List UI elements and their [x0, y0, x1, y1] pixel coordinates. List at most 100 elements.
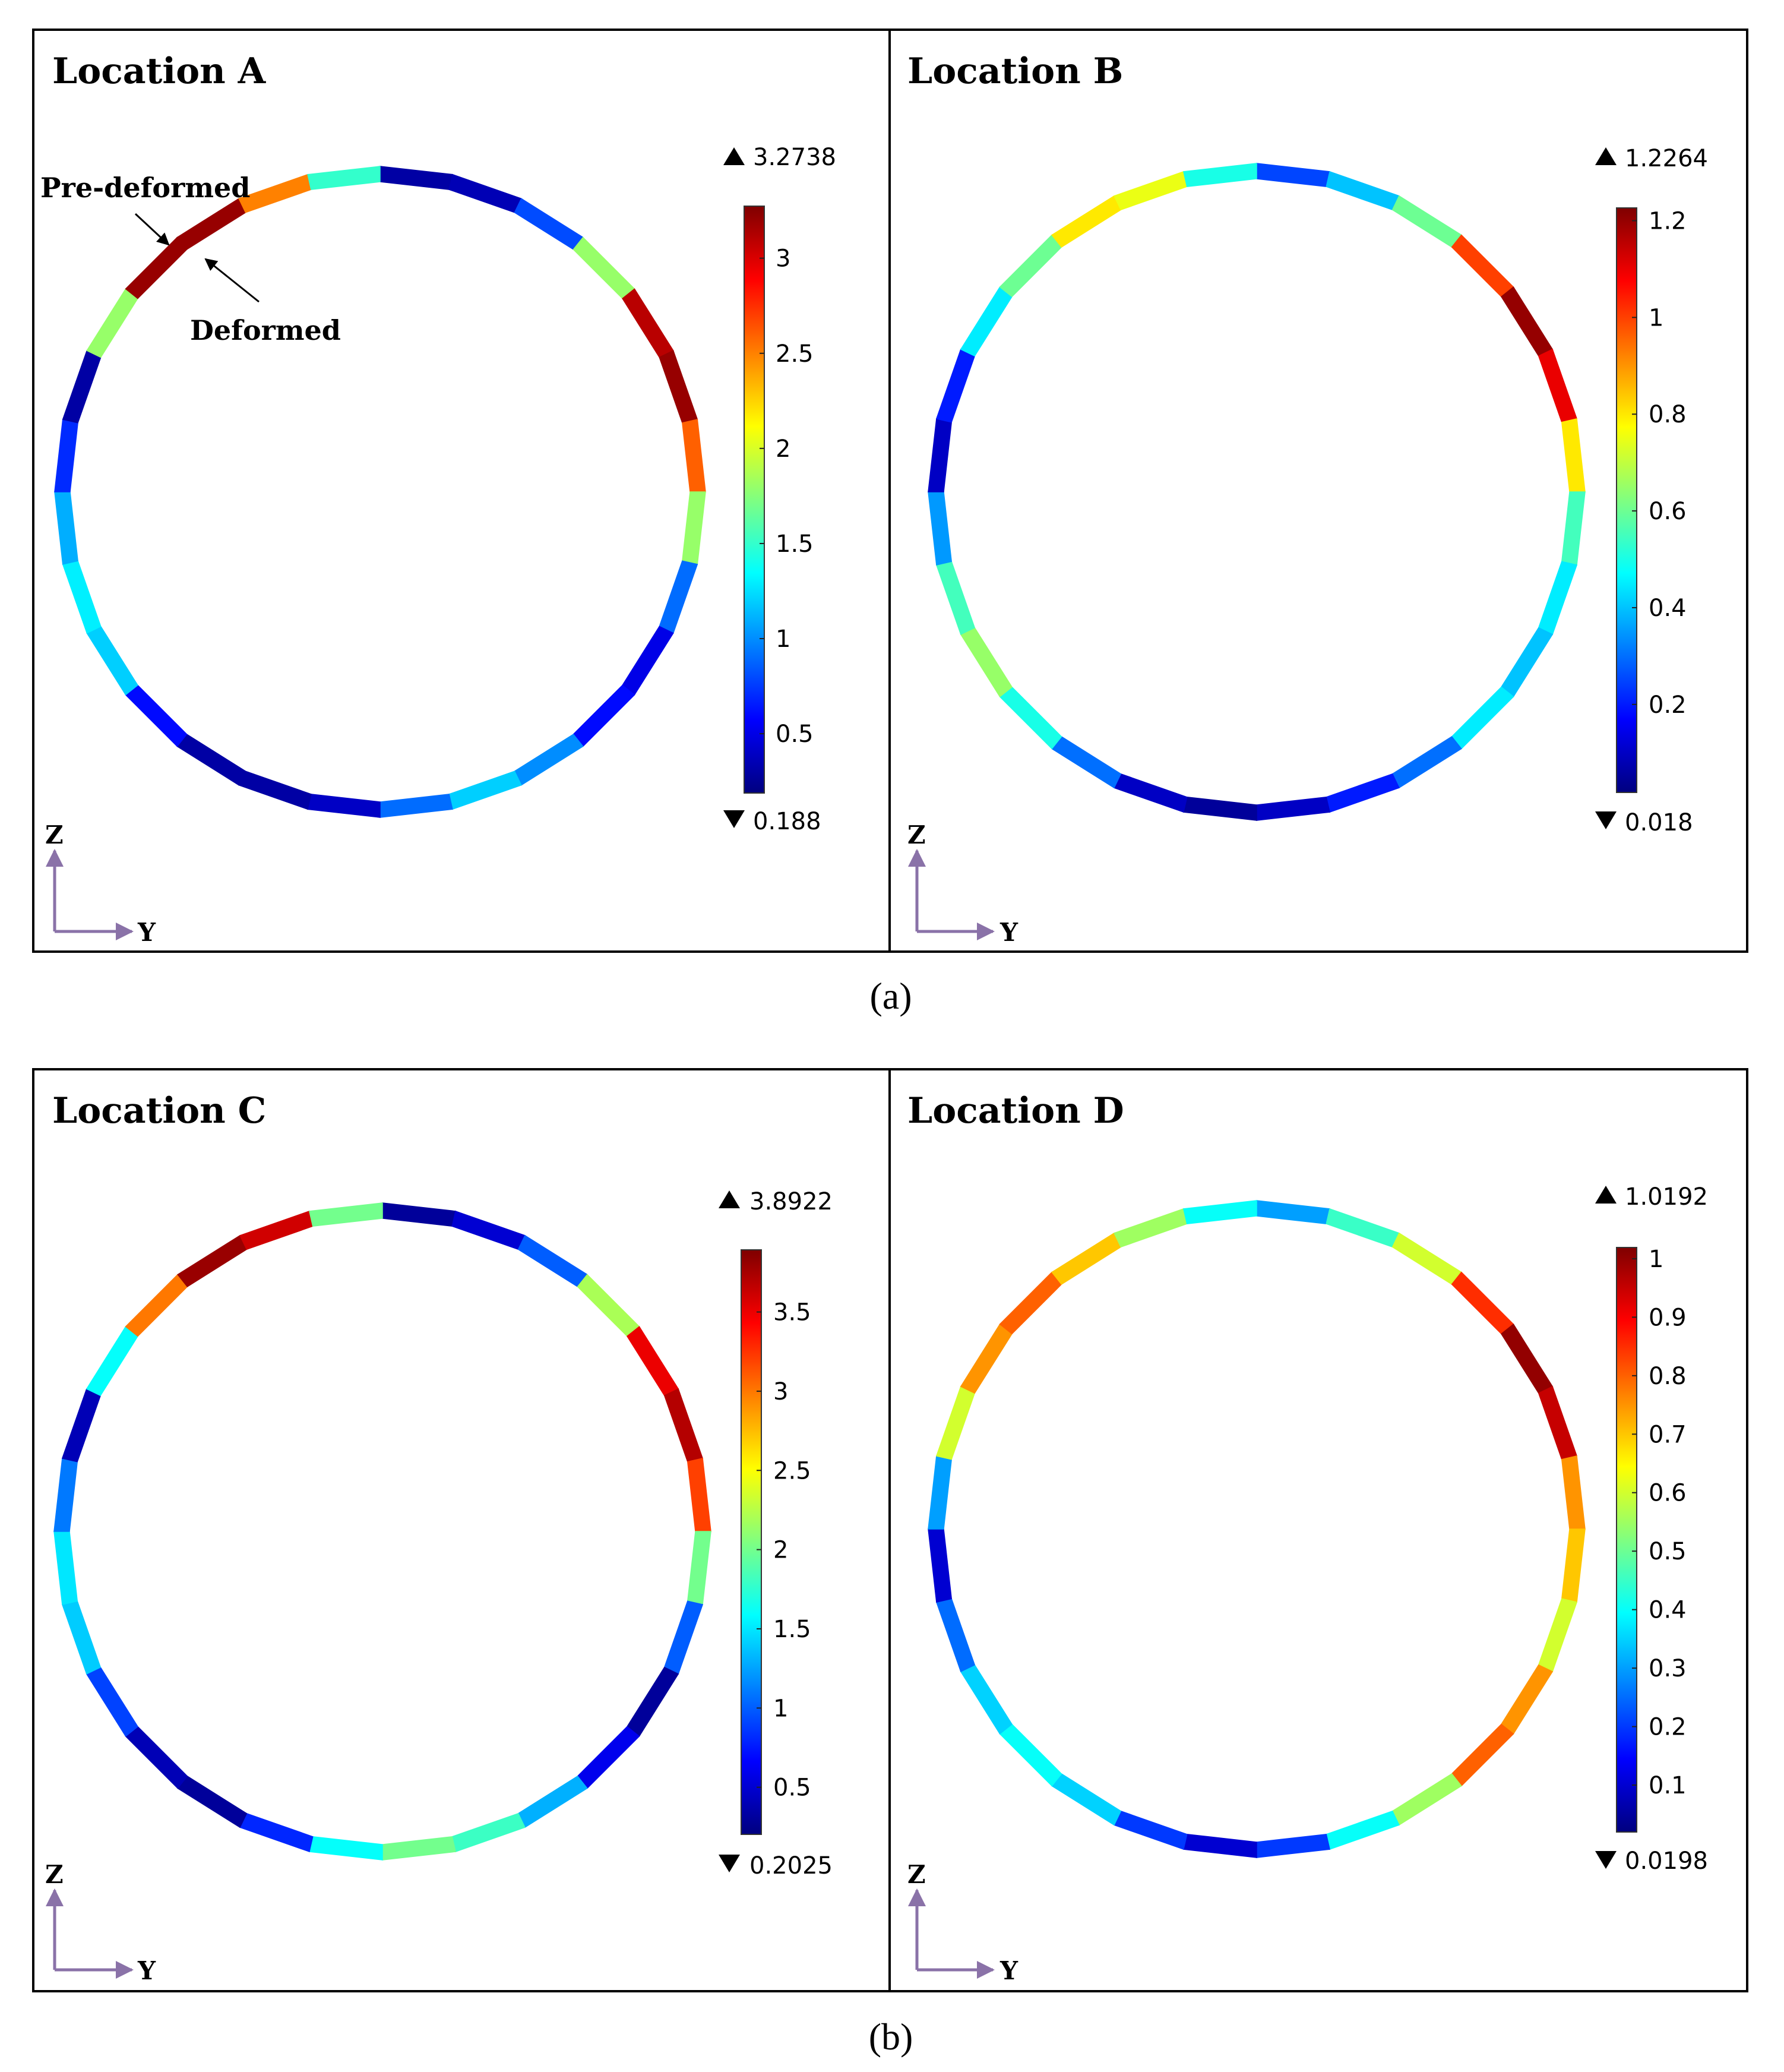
min-triangle-icon — [723, 810, 745, 828]
ring-segment — [86, 1666, 138, 1737]
ring-segment — [177, 1776, 248, 1828]
ring-segment — [1451, 1723, 1514, 1787]
ring-segment — [663, 1600, 704, 1675]
ring-segment — [1561, 491, 1586, 566]
ring-segment — [1561, 1528, 1586, 1603]
colorbar-ticks: 1.2 1 0.8 0.6 0.4 0.2 — [1632, 207, 1687, 719]
ring-segment — [572, 684, 635, 747]
ring-segment — [1391, 736, 1462, 789]
ring-segment — [1051, 195, 1122, 248]
ring-segment — [238, 770, 312, 810]
colorbar-tick-label: 0.4 — [1649, 1597, 1687, 1624]
ring-segment — [1182, 1200, 1257, 1225]
ring-segment — [659, 560, 698, 634]
ring-plot — [53, 1202, 711, 1861]
annotation-deformed: Deformed — [190, 314, 341, 346]
colorbar-ticks: 3.5 3 2.5 2 1.5 1 0.5 — [757, 1299, 811, 1802]
colorbar-tick-label: 0.1 — [1649, 1772, 1687, 1799]
ring-segment — [622, 626, 674, 696]
ring-segment — [577, 1274, 640, 1337]
ring-segment — [1501, 286, 1554, 357]
axis-triad: Z Y — [45, 1860, 156, 1985]
ring-segment — [125, 1274, 188, 1337]
y-axis-label: Y — [137, 1956, 156, 1985]
ring-segment — [1114, 773, 1188, 813]
panel-location-c: Location C 3.8922 0.2025 3.5 3 2.5 2 1.5 1 0.5… — [45, 1090, 833, 1985]
colorbar-tick-label: 0.4 — [1649, 595, 1687, 622]
ring-segment — [53, 1457, 78, 1532]
colorbar-tick-label: 0.2 — [1649, 1714, 1687, 1741]
ring-segment — [1114, 170, 1188, 211]
ring-segment — [928, 418, 953, 492]
ring-segment — [517, 1776, 588, 1828]
ring-segment — [1051, 736, 1122, 789]
ring-segment — [1114, 1208, 1188, 1248]
ring-segment — [1326, 170, 1400, 211]
ring-segment — [1451, 1271, 1514, 1335]
ring-plot — [54, 166, 706, 818]
ring-segment — [999, 1723, 1062, 1787]
max-triangle-icon — [1595, 147, 1617, 165]
colorbar-tick-label: 3.5 — [773, 1299, 811, 1326]
ring-segment — [1538, 349, 1578, 423]
ring-segment — [382, 1836, 457, 1861]
ring-segment — [125, 236, 188, 299]
ring-segment — [999, 234, 1062, 298]
ring-segment — [1256, 163, 1331, 188]
colorbar-tick-label: 0.8 — [1649, 1363, 1687, 1390]
ring-segment — [627, 1666, 679, 1737]
colorbar-gradient — [1616, 207, 1637, 793]
colorbar-gradient — [1616, 1247, 1637, 1833]
ring-segment — [999, 1271, 1062, 1335]
ring-segment — [935, 1598, 976, 1672]
ring-segment — [86, 1326, 138, 1397]
colorbar-max-label: 3.2738 — [753, 144, 836, 171]
colorbar: 1.0192 0.0198 1 0.9 0.8 0.7 0.6 0.5 0.4 0.3 0.2 0… — [1595, 1183, 1708, 1875]
ring-segment — [448, 173, 522, 213]
ring-segment — [928, 1528, 953, 1603]
ring-segment — [960, 1324, 1013, 1394]
colorbar-tick-label: 0.5 — [776, 721, 814, 748]
colorbar-tick-label: 2 — [776, 435, 790, 463]
ring-segment — [935, 1386, 976, 1460]
ring-segment — [1538, 561, 1578, 635]
panel-title: Location B — [907, 50, 1123, 92]
ring-segment — [659, 350, 698, 424]
ring-segment — [125, 684, 188, 747]
ring-segment — [622, 288, 674, 358]
colorbar-tick-label: 1 — [1649, 1246, 1663, 1273]
ring-segment — [1114, 1810, 1188, 1850]
colorbar-tick-label: 1.2 — [1649, 207, 1687, 235]
ring-segment — [928, 491, 953, 566]
ring-segment — [1182, 163, 1257, 188]
colorbar-tick-label: 3 — [776, 245, 790, 273]
ring-segment — [1326, 1208, 1400, 1248]
colorbar-tick-label: 1 — [773, 1695, 788, 1722]
colorbar-tick-label: 2.5 — [773, 1457, 811, 1484]
ring-segment — [239, 1210, 314, 1250]
colorbar-tick-label: 0.5 — [773, 1774, 811, 1802]
min-triangle-icon — [1595, 1851, 1617, 1869]
ring-segment — [682, 419, 706, 492]
ring-segment — [1501, 1664, 1554, 1735]
ring-segment — [1561, 1455, 1586, 1530]
ring-segment — [379, 794, 453, 818]
caption-a: (a) — [869, 975, 912, 1017]
ring-segment — [1501, 627, 1554, 697]
max-triangle-icon — [719, 1190, 740, 1208]
ring-segment — [177, 1234, 248, 1287]
ring-segment — [176, 198, 246, 250]
ring-segment — [1182, 796, 1257, 821]
ring-segment — [125, 1726, 188, 1789]
ring-segment — [307, 166, 381, 190]
ring-segment — [62, 350, 102, 424]
ring-segment — [448, 770, 522, 810]
ring-segment — [572, 236, 635, 299]
max-triangle-icon — [723, 147, 745, 165]
max-triangle-icon — [1595, 1186, 1617, 1204]
ring-segment — [239, 1812, 314, 1853]
ring-segment — [54, 419, 78, 492]
ring-segment — [307, 794, 381, 818]
panel-location-a: Location A 3.2738 0.188 3 2.5 2 1.5 1 0.5 Z Y… — [40, 50, 836, 947]
